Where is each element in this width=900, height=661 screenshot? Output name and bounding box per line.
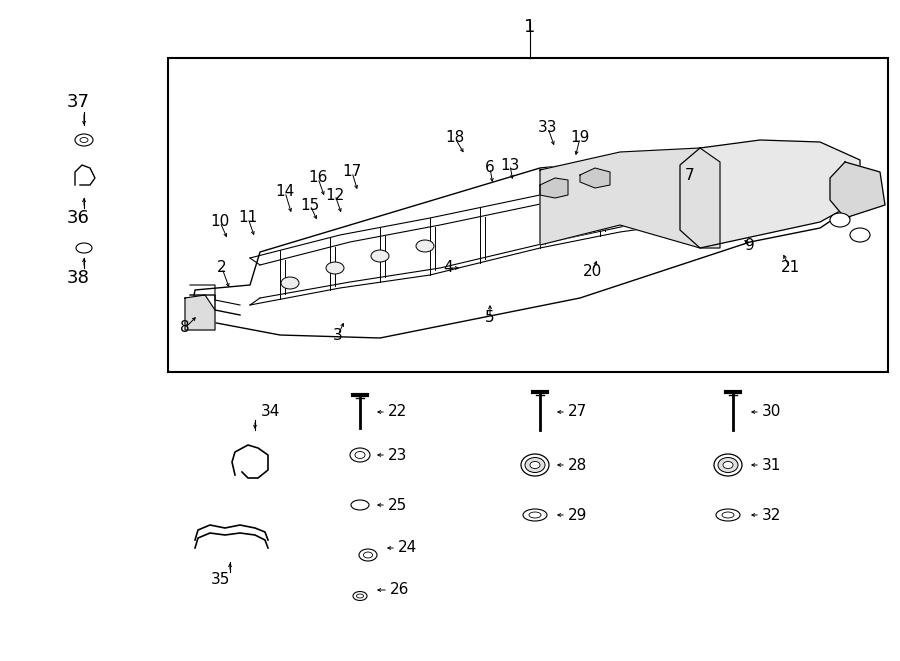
Ellipse shape: [718, 457, 738, 473]
Polygon shape: [680, 140, 860, 248]
Ellipse shape: [359, 549, 377, 561]
Text: 14: 14: [275, 184, 294, 200]
Ellipse shape: [80, 137, 88, 143]
Text: 4: 4: [443, 260, 453, 276]
Ellipse shape: [371, 250, 389, 262]
Text: 37: 37: [67, 93, 89, 111]
Text: 15: 15: [301, 198, 320, 212]
Ellipse shape: [281, 277, 299, 289]
Text: 32: 32: [762, 508, 781, 522]
Ellipse shape: [355, 451, 365, 459]
Text: 30: 30: [762, 405, 781, 420]
Ellipse shape: [350, 448, 370, 462]
Ellipse shape: [364, 552, 373, 558]
Ellipse shape: [525, 457, 545, 473]
Text: 36: 36: [67, 209, 89, 227]
Text: 18: 18: [446, 130, 464, 145]
Text: 27: 27: [568, 405, 587, 420]
Text: 1: 1: [525, 18, 535, 36]
Polygon shape: [540, 148, 720, 248]
Text: 33: 33: [538, 120, 558, 136]
Text: 22: 22: [388, 405, 407, 420]
Ellipse shape: [850, 228, 870, 242]
Text: 24: 24: [398, 541, 418, 555]
Ellipse shape: [351, 500, 369, 510]
Text: 28: 28: [568, 457, 587, 473]
Text: 2: 2: [217, 260, 227, 276]
Text: 17: 17: [342, 165, 362, 180]
Ellipse shape: [76, 243, 92, 253]
Ellipse shape: [523, 509, 547, 521]
Text: 19: 19: [571, 130, 590, 145]
Bar: [168, 58, 888, 372]
Ellipse shape: [353, 592, 367, 600]
Ellipse shape: [326, 262, 344, 274]
Ellipse shape: [529, 512, 541, 518]
Text: 25: 25: [388, 498, 407, 512]
Text: 38: 38: [67, 269, 89, 287]
Text: 9: 9: [745, 237, 755, 253]
Ellipse shape: [530, 461, 540, 469]
Ellipse shape: [75, 134, 93, 146]
Text: 16: 16: [309, 171, 328, 186]
Text: 20: 20: [582, 264, 601, 280]
Ellipse shape: [722, 512, 734, 518]
Polygon shape: [540, 178, 568, 198]
Text: 34: 34: [260, 405, 280, 420]
Ellipse shape: [521, 454, 549, 476]
Text: 35: 35: [211, 572, 230, 588]
Ellipse shape: [723, 461, 733, 469]
Text: 5: 5: [485, 311, 495, 325]
Polygon shape: [830, 162, 885, 218]
Ellipse shape: [714, 454, 742, 476]
Text: 13: 13: [500, 157, 519, 173]
Ellipse shape: [416, 240, 434, 252]
Polygon shape: [190, 148, 870, 338]
Text: 12: 12: [326, 188, 345, 202]
Text: 6: 6: [485, 161, 495, 176]
Ellipse shape: [716, 509, 740, 521]
Text: 31: 31: [762, 457, 781, 473]
Text: 10: 10: [211, 215, 230, 229]
Polygon shape: [185, 295, 215, 330]
Text: 3: 3: [333, 327, 343, 342]
Text: 23: 23: [388, 447, 408, 463]
Text: 8: 8: [180, 321, 190, 336]
Text: 7: 7: [685, 167, 695, 182]
Ellipse shape: [830, 213, 850, 227]
Ellipse shape: [356, 594, 364, 598]
Text: 21: 21: [780, 260, 799, 276]
Text: 29: 29: [568, 508, 588, 522]
Polygon shape: [580, 168, 610, 188]
Text: 26: 26: [390, 582, 410, 598]
Text: 11: 11: [238, 210, 257, 225]
